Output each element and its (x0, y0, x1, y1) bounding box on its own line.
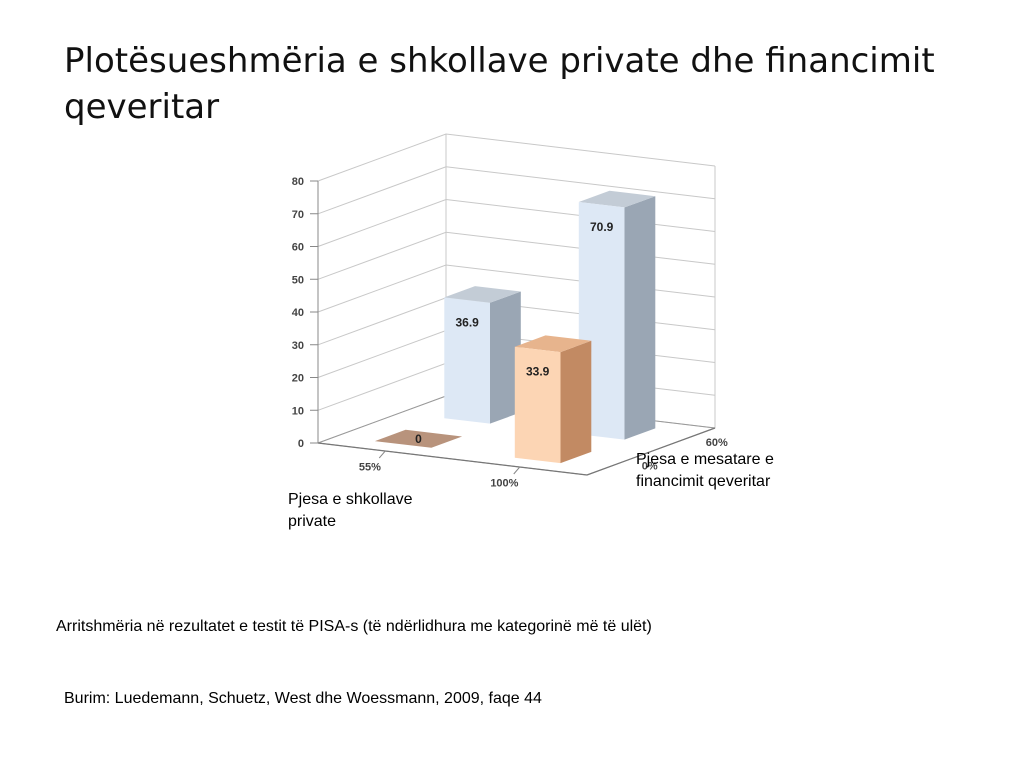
gridline (317, 166, 716, 215)
z-tick-label: 70 (292, 209, 304, 221)
chart-axes: 0 10 20 30 40 50 60 70 80 55% 100% 0% 60% (292, 176, 728, 490)
y-axis-title: Pjesa e mesatare e financimit qeveritar (636, 451, 774, 490)
bar-top (444, 286, 521, 303)
bar-front (444, 297, 490, 424)
bar-top (578, 190, 656, 208)
bar-side (560, 340, 592, 464)
y-category-label: 0% (642, 460, 658, 472)
gridline (317, 133, 716, 182)
x-axis-title: Pjesa e shkollave private (288, 491, 413, 530)
x-category-label: 100% (490, 478, 518, 490)
z-tick-label: 40 (292, 307, 304, 319)
x-axis-line (317, 442, 588, 476)
z-tick-label: 10 (292, 405, 304, 417)
bar-side (624, 196, 656, 440)
source-note: Burim: Luedemann, Schuetz, West dhe Woes… (64, 690, 542, 707)
x-category-label: 55% (359, 462, 381, 474)
x-tick (513, 466, 521, 475)
bar-top (514, 335, 592, 353)
bar-side (490, 291, 521, 424)
bar-value-label: 33.9 (526, 365, 550, 379)
bar-zero (374, 429, 463, 448)
z-tick-label: 60 (292, 242, 304, 254)
gridline (317, 198, 716, 247)
z-tick-label: 30 (292, 340, 304, 352)
y-axis-line (586, 427, 716, 476)
bar-value-label: 36.9 (455, 315, 479, 329)
z-tick-label: 80 (292, 176, 304, 188)
chart-bars: 36.9 70.9 0 33.9 (374, 190, 656, 464)
bar-value-label: 0 (415, 432, 422, 446)
z-tick-label: 20 (292, 373, 304, 385)
x-tick (378, 450, 386, 459)
bar-front (514, 346, 561, 464)
z-tick-label: 50 (292, 274, 304, 286)
z-tick-label: 0 (298, 438, 304, 450)
bar-value-label: 70.9 (590, 220, 614, 234)
y-category-label: 60% (706, 437, 728, 449)
slide-title: Plotësueshmëria e shkollave private dhe … (64, 41, 935, 127)
gridline (317, 231, 716, 280)
chart-caption: Arritshmëria në rezultatet e testit të P… (56, 618, 652, 635)
